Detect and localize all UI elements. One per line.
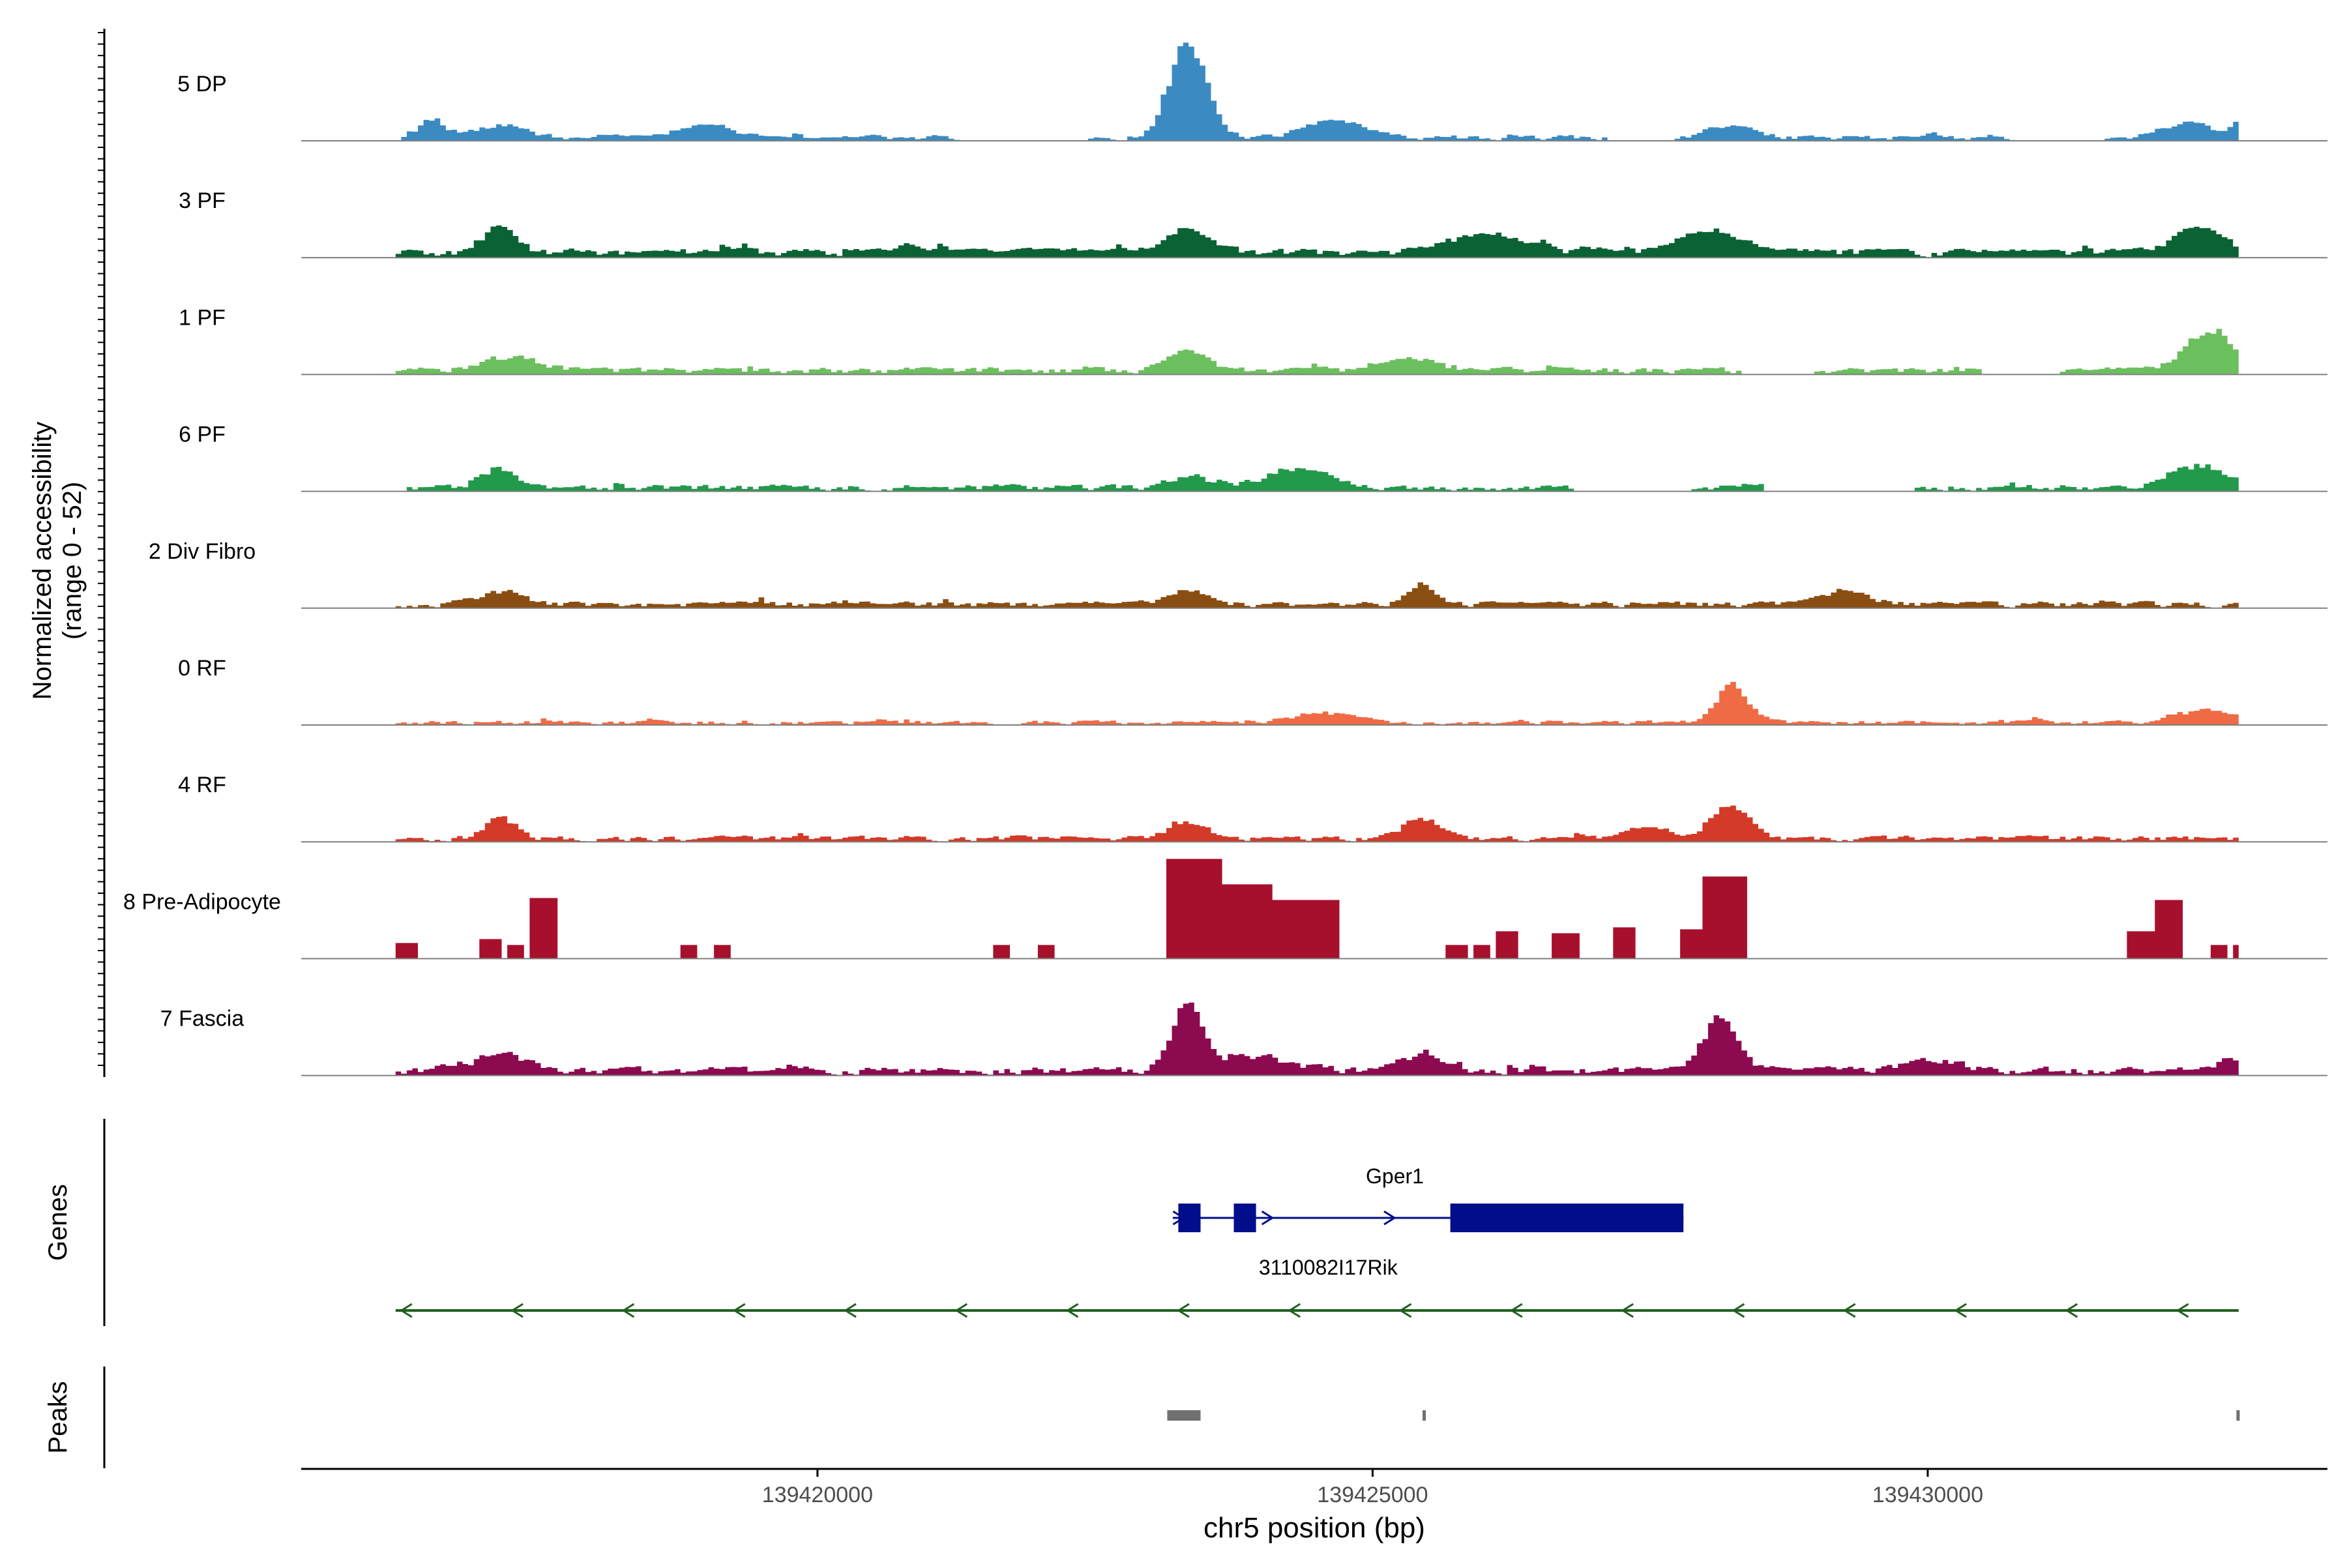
strand-arrow [1383, 1210, 1396, 1226]
coverage-area-5-dp [395, 42, 2239, 141]
x-axis-tick-label: 139430000 [1872, 1483, 1983, 1507]
coverage-tracks: 5 DP 3 PF 1 PF 6 PF 2 Div Fibro 0 RF 4 RF 8 Pre… [123, 42, 2327, 1076]
gene-exon [1450, 1204, 1684, 1232]
strand-arrow [621, 1303, 635, 1318]
track-label: 7 Fascia [160, 1007, 244, 1031]
strand-arrow [1954, 1303, 1967, 1318]
coverage-area-2-div-fibro [395, 582, 2239, 608]
peaks-panel-label: Peaks [44, 1381, 72, 1453]
track-3-pf: 3 PF [179, 188, 2327, 259]
track-label: 8 Pre-Adipocyte [123, 889, 281, 914]
gene-label: Gper1 [1366, 1164, 1424, 1188]
x-axis-tick-label: 139420000 [762, 1483, 873, 1507]
strand-arrow [1509, 1303, 1523, 1318]
track-6-pf: 6 PF [179, 422, 2327, 492]
track-label: 5 DP [177, 72, 227, 96]
strand-arrow [1621, 1303, 1634, 1318]
track-label: 4 RF [178, 773, 226, 797]
track-1-pf: 1 PF [179, 305, 2327, 376]
track-4-rf: 4 RF [178, 773, 2327, 843]
gene-label: 3110082I17Rik [1259, 1256, 1398, 1279]
genes-panel-label: Genes [44, 1184, 72, 1261]
coverage-area-8-pre-adipocyte [395, 859, 2239, 959]
x-axis-tick-label: 139425000 [1317, 1483, 1428, 1507]
track-0-rf: 0 RF [178, 656, 2327, 726]
strand-arrow [1842, 1303, 1856, 1318]
y-axis-ticks [98, 32, 104, 1066]
gene-exon [1233, 1204, 1256, 1232]
peak-region [1423, 1410, 1426, 1421]
x-axis: 139420000 139425000 139430000 [301, 1468, 2327, 1507]
track-label: 6 PF [179, 422, 226, 447]
coverage-area-0-rf [395, 681, 2239, 725]
gene-exon [1178, 1204, 1201, 1232]
strand-arrow [844, 1303, 857, 1318]
track-label: 2 Div Fibro [149, 539, 256, 564]
coverage-area-3-pf [395, 225, 2239, 258]
strand-arrow [2065, 1303, 2078, 1318]
peaks-panel: Peaks [44, 1367, 2240, 1468]
gene-3110082i17rik: 3110082I17Rik [395, 1256, 2239, 1318]
track-label: 3 PF [179, 188, 226, 213]
strand-arrow [732, 1303, 746, 1318]
coverage-area-7-fascia [395, 1002, 2239, 1076]
y-axis-label-line1: Normalized accessibility [28, 422, 57, 700]
genes-panel: Genes Gper1 3110082I17Rik [44, 1119, 2239, 1326]
y-axis-label-line2: (range 0 - 52) [58, 482, 87, 640]
strand-arrow [510, 1303, 524, 1318]
coverage-area-6-pf [395, 464, 2239, 492]
coverage-area-1-pf [395, 329, 2239, 375]
track-label: 1 PF [179, 305, 226, 330]
track-5-dp: 5 DP [177, 42, 2327, 141]
strand-arrow [1177, 1303, 1190, 1318]
track-8-pre-adipocyte: 8 Pre-Adipocyte [123, 859, 2327, 960]
strand-arrow [1065, 1303, 1079, 1318]
peak-region [1167, 1410, 1201, 1421]
y-axis [98, 29, 106, 1077]
track-2-div-fibro: 2 Div Fibro [149, 539, 2327, 609]
strand-arrow [399, 1303, 413, 1318]
strand-arrow [1732, 1303, 1745, 1318]
gene-gper1: Gper1 [1172, 1164, 1684, 1232]
strand-arrow [1398, 1303, 1412, 1318]
track-label: 0 RF [178, 656, 226, 681]
coverage-area-4-rf [395, 805, 2239, 842]
peak-region [2236, 1410, 2240, 1421]
strand-arrow [2176, 1303, 2189, 1318]
strand-arrow [1288, 1303, 1301, 1318]
track-7-fascia: 7 Fascia [160, 1002, 2327, 1076]
x-axis-label: chr5 position (bp) [1203, 1512, 1425, 1544]
strand-arrow [954, 1303, 968, 1318]
strand-arrow [1261, 1210, 1275, 1226]
